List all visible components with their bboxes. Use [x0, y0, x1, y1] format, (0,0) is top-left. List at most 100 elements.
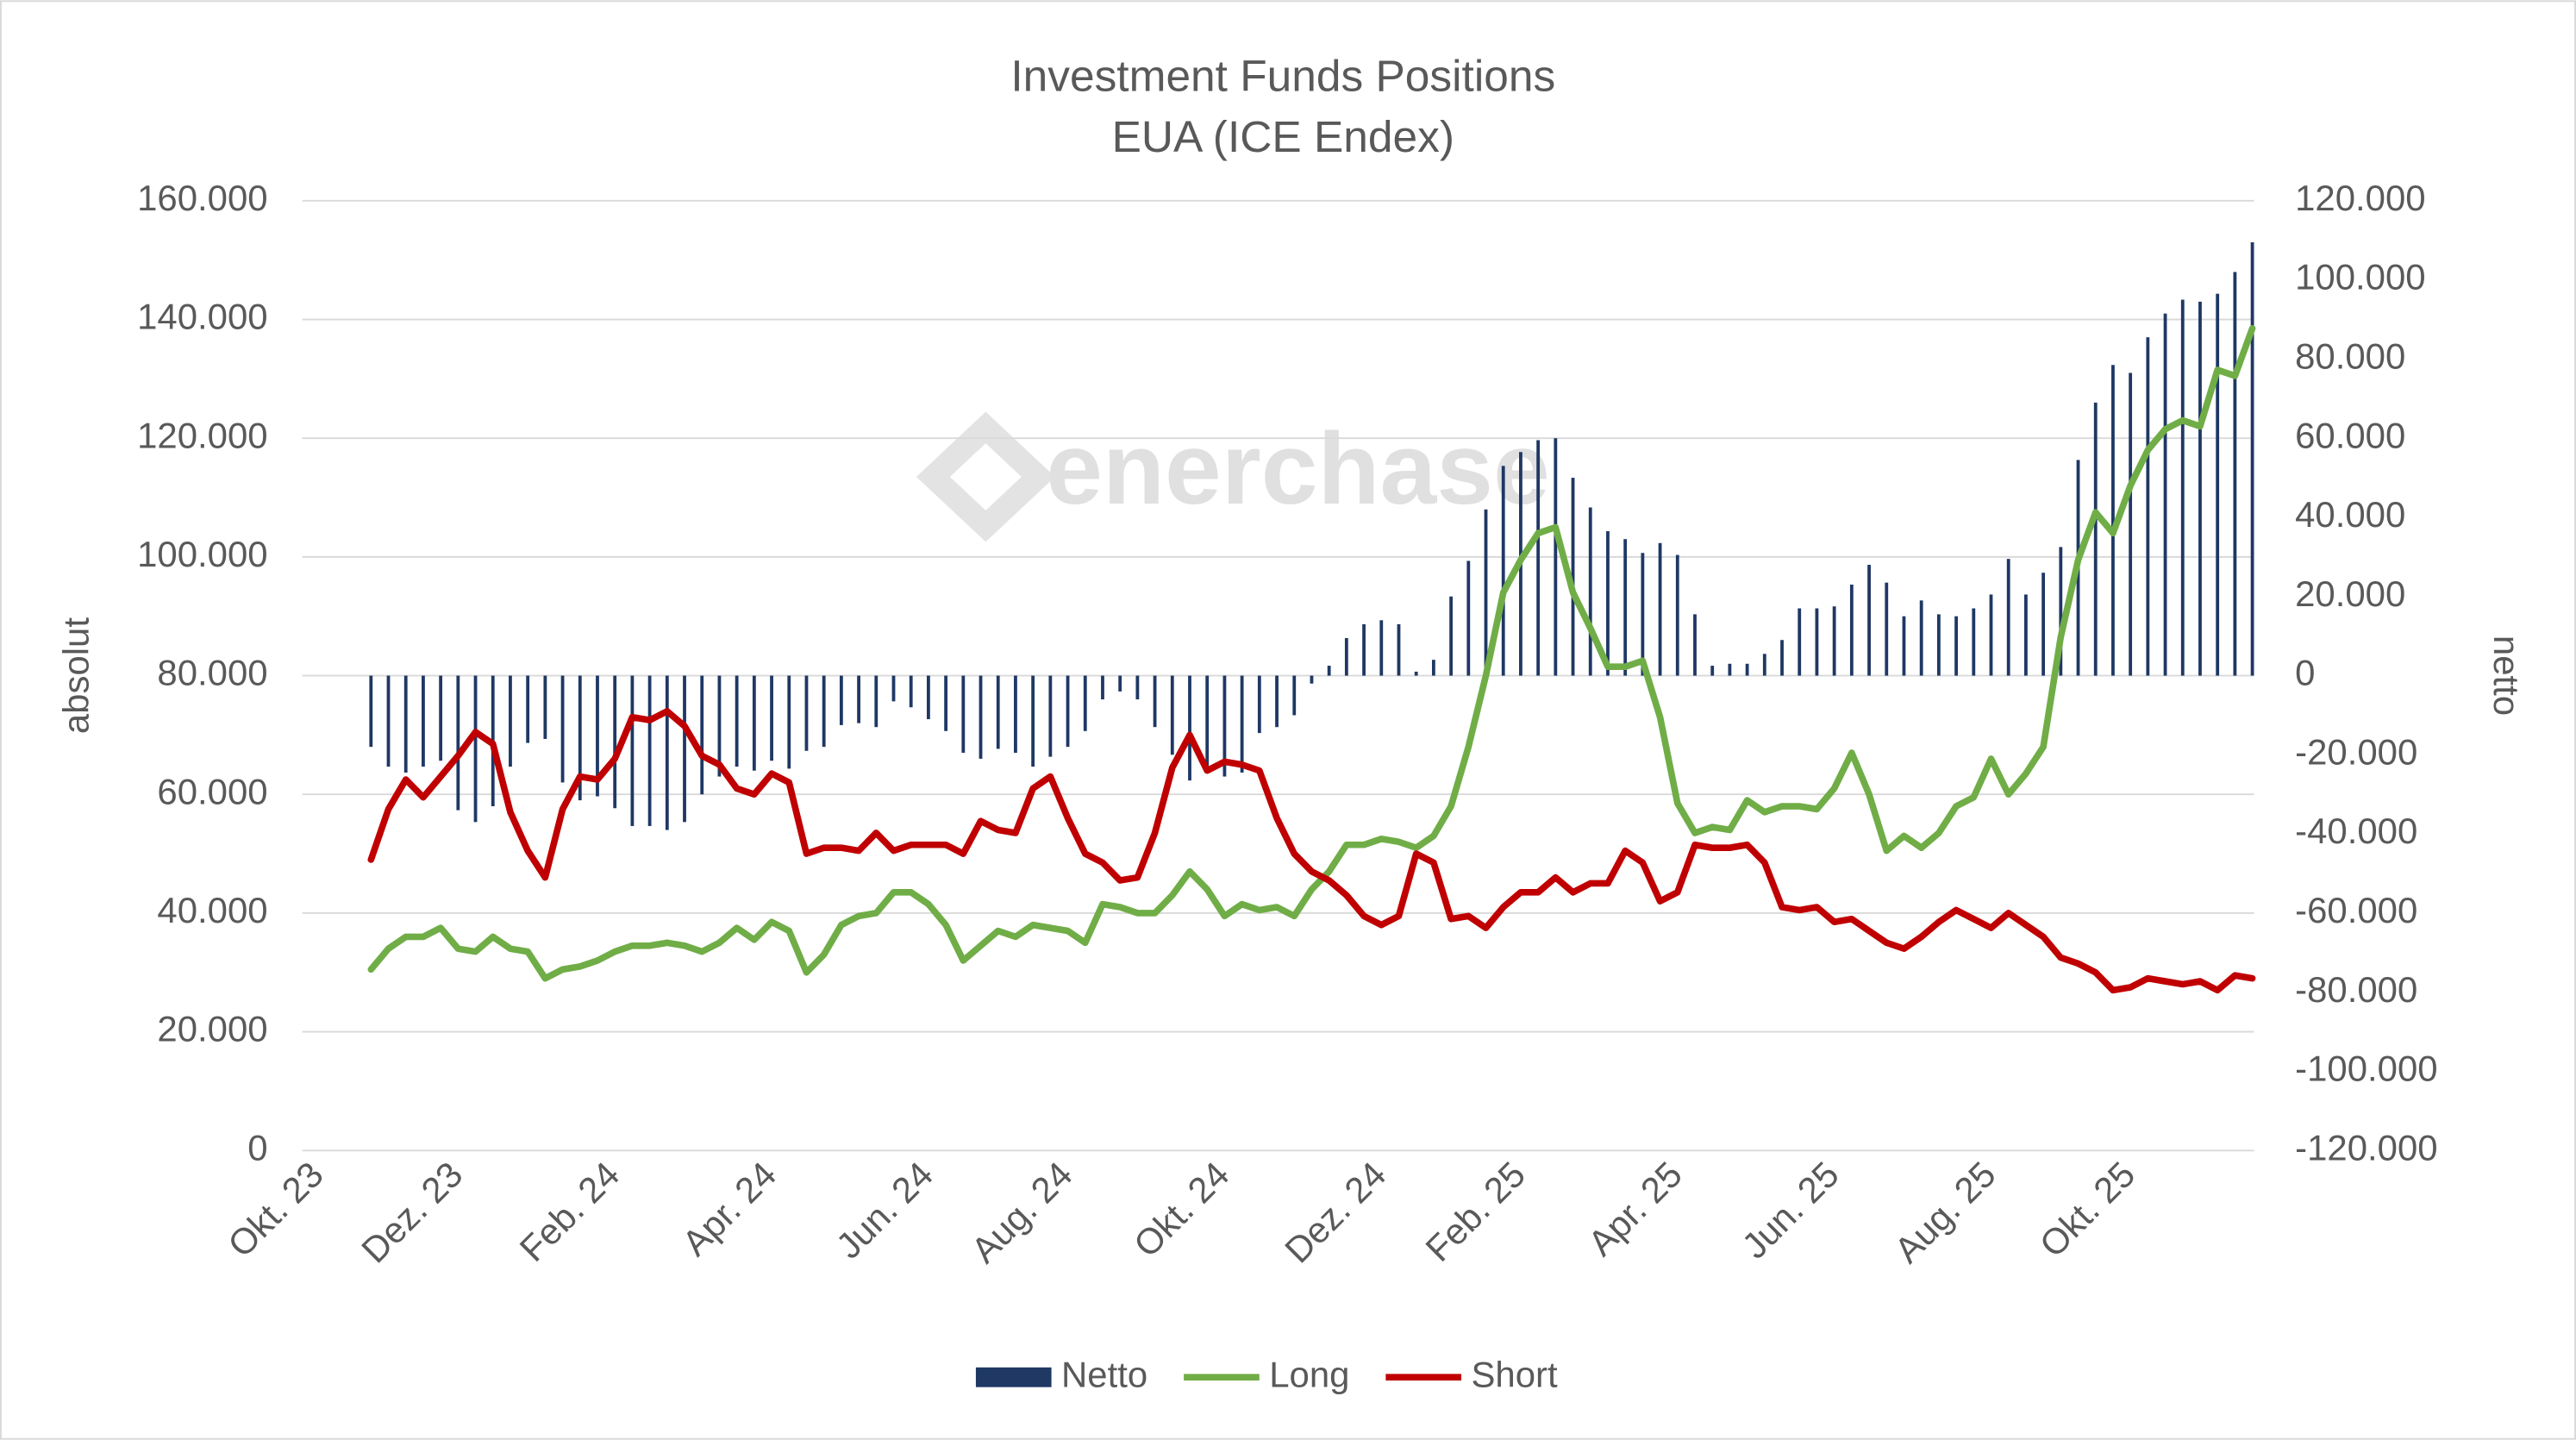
bar [1135, 675, 1140, 700]
bar [578, 675, 582, 801]
bar [509, 675, 512, 767]
bar [1484, 509, 1488, 676]
bar [1414, 671, 1418, 676]
bar [804, 675, 809, 751]
bar [979, 675, 983, 759]
y2-tick-label: -40.000 [2295, 811, 2417, 851]
bar [1501, 466, 1505, 676]
bar [822, 675, 826, 748]
bar [2006, 559, 2010, 676]
bar [2250, 242, 2254, 676]
bar [403, 675, 408, 773]
bar [1728, 663, 1732, 676]
bar [630, 675, 635, 826]
y2-tick-label: 80.000 [2295, 335, 2405, 376]
bar [1310, 675, 1314, 684]
bar [752, 675, 756, 771]
legend-label: Long [1269, 1354, 1349, 1394]
bar [369, 675, 373, 748]
bar [613, 675, 617, 809]
bar [1832, 606, 1836, 676]
bar [2233, 272, 2237, 676]
bar [1031, 675, 1035, 767]
bar [1554, 438, 1558, 676]
watermark-icon [916, 411, 1055, 542]
y2-tick-label: -120.000 [2295, 1127, 2437, 1168]
bar [1257, 675, 1261, 734]
y2-tick-label: 120.000 [2295, 178, 2425, 218]
bar [1745, 663, 1749, 676]
bar [1571, 478, 1575, 676]
y-tick-label: 100.000 [137, 534, 267, 574]
y-tick-label: 80.000 [157, 653, 267, 693]
y2-tick-label: 40.000 [2295, 494, 2405, 535]
bar [944, 675, 948, 731]
bar [1641, 553, 1645, 676]
bar [787, 675, 791, 769]
y-tick-label: 140.000 [137, 297, 267, 337]
bar [2093, 402, 2098, 676]
bar [560, 675, 565, 783]
y2-tick-label: -100.000 [2295, 1049, 2437, 1089]
bar [891, 675, 896, 702]
bar [996, 675, 1000, 749]
bar [909, 675, 913, 708]
bar [1780, 640, 1784, 676]
bar [1153, 675, 1157, 728]
bar [2146, 337, 2150, 676]
bar [2041, 573, 2046, 676]
bar [1344, 637, 1348, 676]
bar [1431, 660, 1435, 676]
line [367, 708, 2256, 994]
y2-tick-label: 0 [2295, 653, 2315, 693]
bar [1205, 675, 1210, 769]
bar [1693, 614, 1697, 676]
bar [1885, 582, 1889, 676]
bar [1815, 608, 1819, 676]
y-axis-title: absolut [56, 617, 97, 734]
y2-tick-label: -60.000 [2295, 890, 2417, 930]
bar [1762, 654, 1766, 676]
bar [1989, 594, 1993, 676]
legend-swatch [975, 1367, 1052, 1387]
bar [1658, 542, 1662, 676]
y2-tick-label: 100.000 [2295, 257, 2425, 297]
bar [2059, 547, 2063, 676]
bar [1623, 539, 1628, 676]
bar [1118, 675, 1122, 692]
bar [735, 675, 739, 767]
bar [1397, 623, 1401, 676]
bar [1048, 675, 1053, 757]
bar [1867, 565, 1871, 676]
bar [1101, 675, 1104, 700]
bar [874, 675, 878, 728]
bar [1466, 560, 1471, 676]
bar [2163, 313, 2167, 676]
bar [857, 675, 860, 723]
legend-label: Short [1471, 1354, 1558, 1394]
bar [1606, 531, 1610, 676]
chart-title: Investment Funds Positions [1010, 50, 1555, 100]
y2-axis-title: netto [2486, 635, 2527, 716]
bar [1536, 440, 1541, 676]
bar [1449, 596, 1454, 676]
bar [1710, 666, 1715, 676]
y-tick-label: 0 [247, 1127, 267, 1168]
y2-tick-label: -20.000 [2295, 731, 2417, 772]
bar [2198, 301, 2202, 676]
bar [700, 675, 704, 795]
bar [839, 675, 843, 725]
y2-tick-label: -80.000 [2295, 969, 2417, 1010]
bar [386, 675, 391, 767]
line [367, 325, 2256, 982]
y2-tick-label: 60.000 [2295, 415, 2405, 455]
bar [665, 675, 669, 830]
bar [717, 675, 722, 777]
bar [1066, 675, 1070, 748]
bar [2024, 594, 2028, 676]
watermark-logo [916, 411, 1055, 542]
y-tick-label: 160.000 [137, 178, 267, 218]
bar [770, 675, 773, 761]
y-tick-label: 120.000 [137, 415, 267, 455]
